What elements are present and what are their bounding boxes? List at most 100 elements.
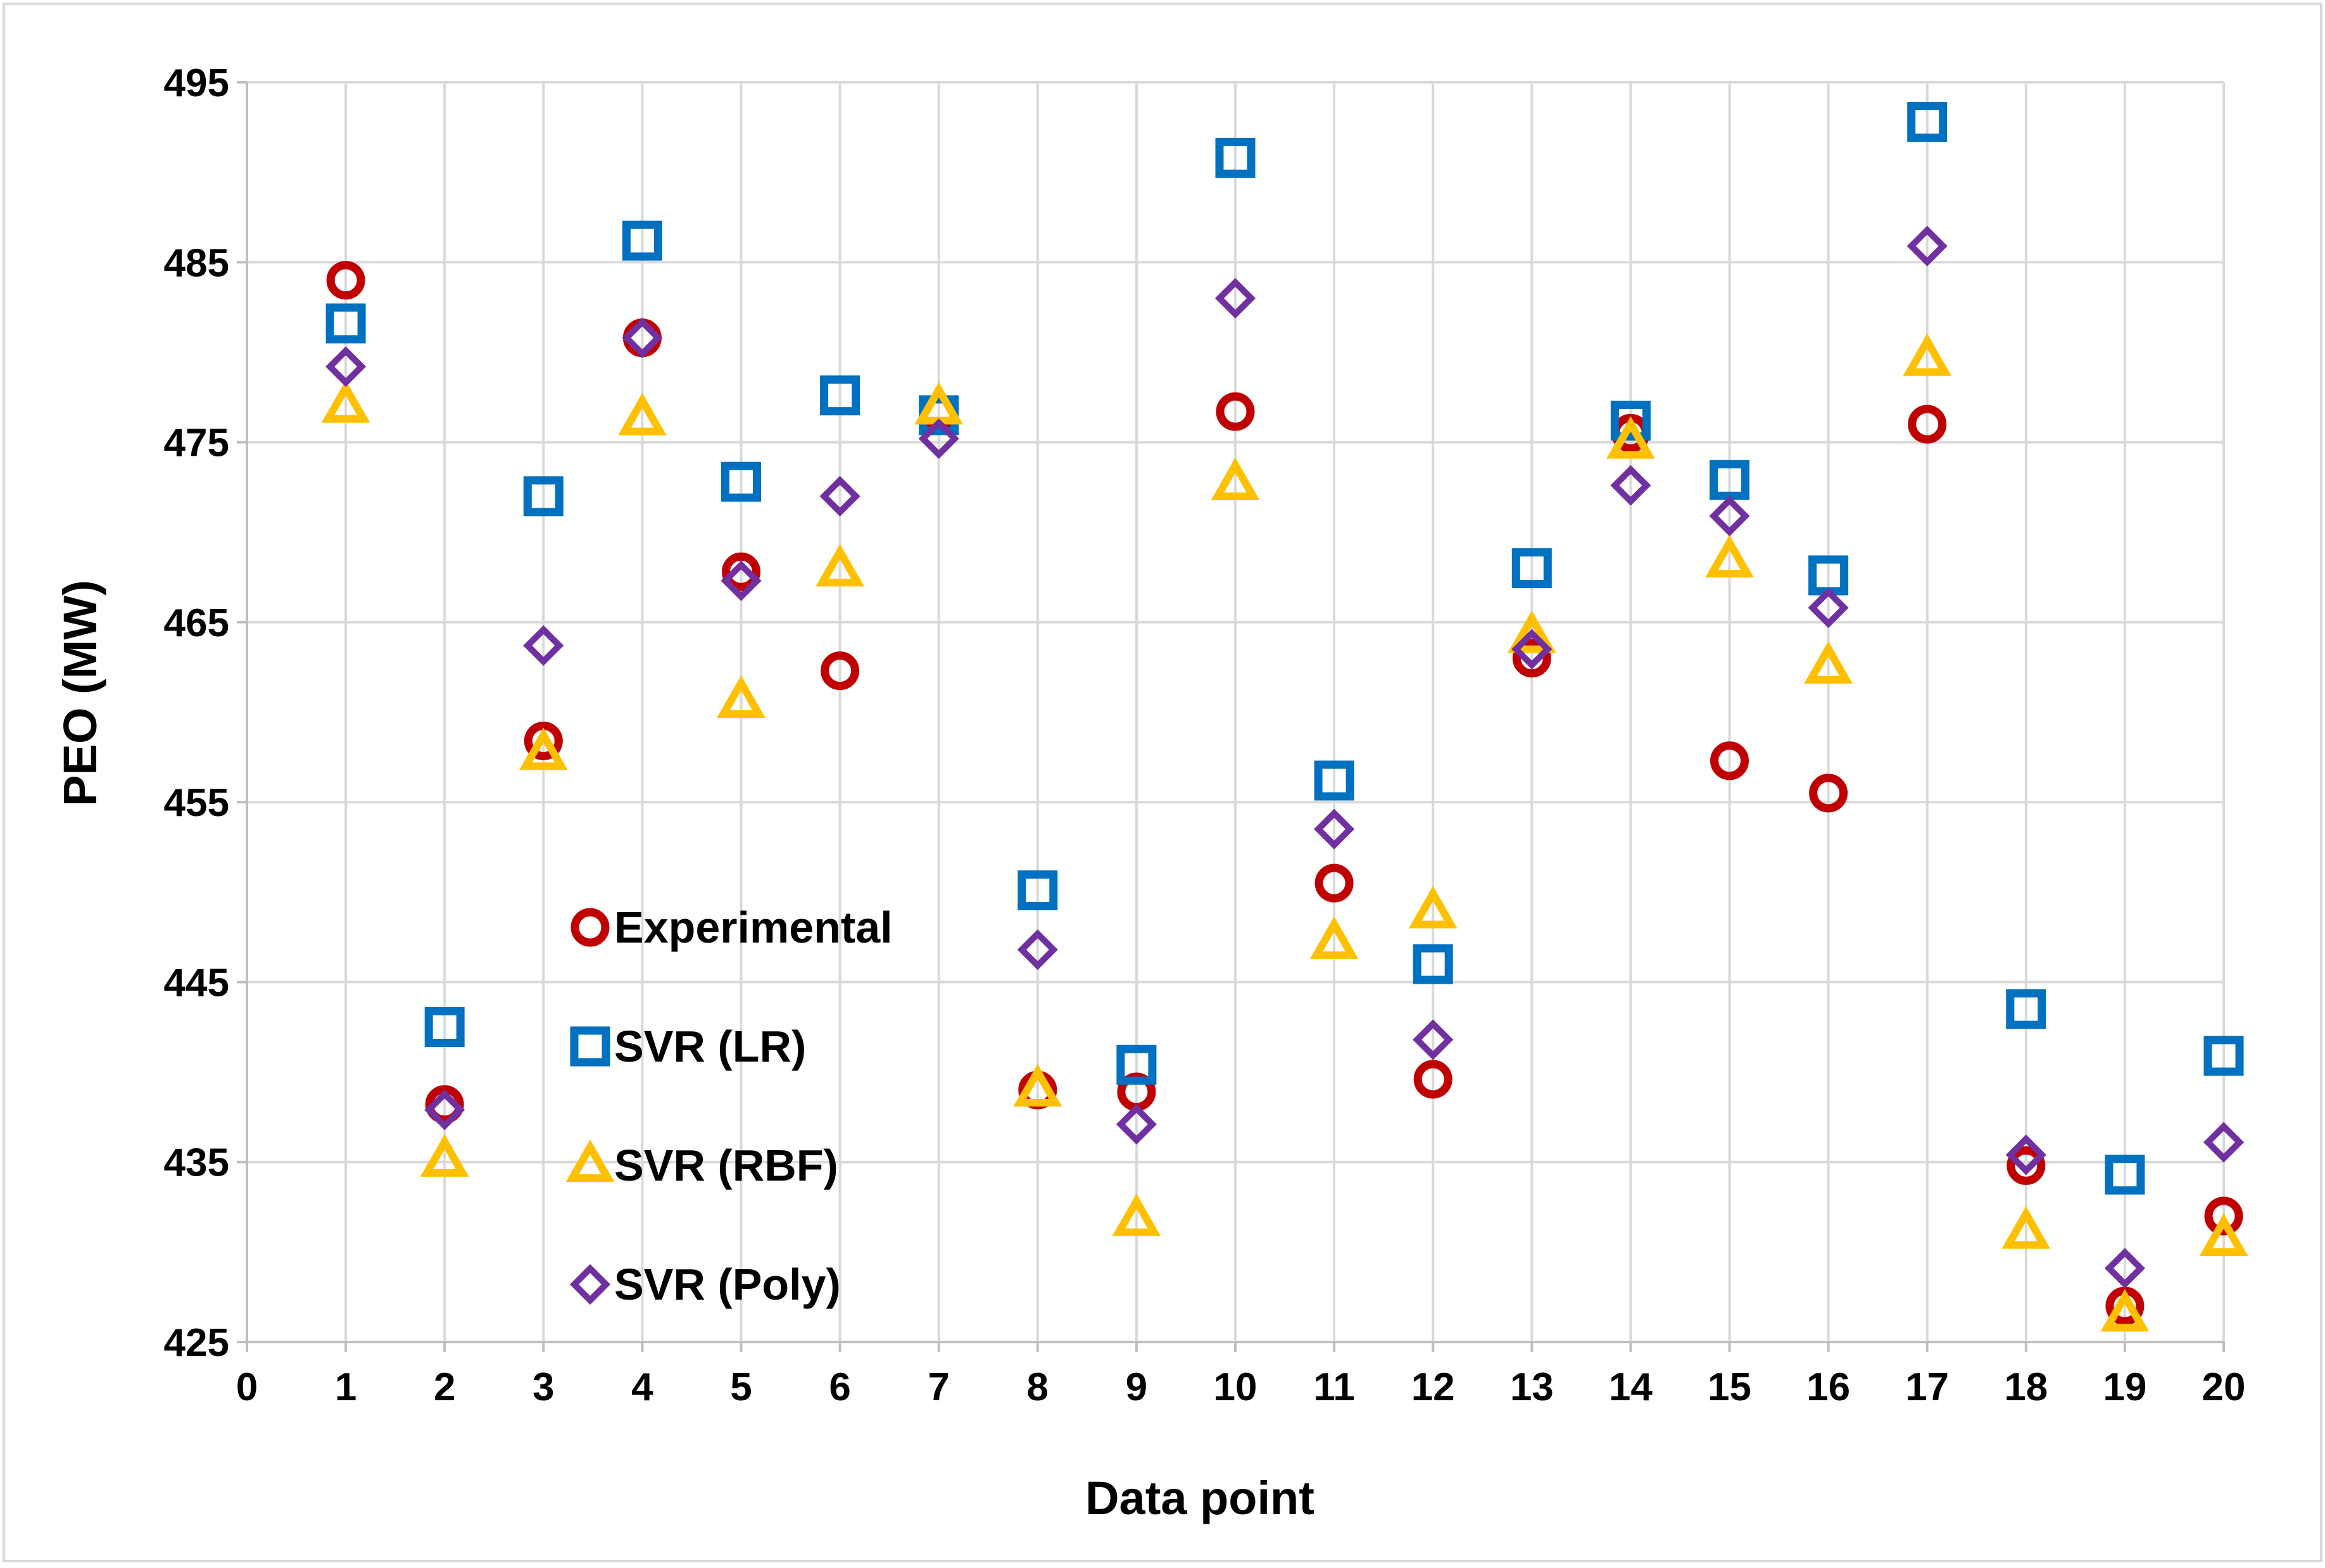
data-point-diamond — [1610, 465, 1651, 506]
data-point-circle — [1809, 774, 1848, 813]
data-point-diamond — [1116, 1103, 1157, 1145]
data-point-square — [721, 461, 761, 502]
x-tick-label: 1 — [335, 1365, 356, 1409]
data-point-triangle — [1606, 416, 1655, 459]
y-tick-label: 435 — [164, 1141, 229, 1185]
y-tick-label: 475 — [164, 422, 229, 465]
data-point-triangle — [519, 727, 568, 770]
x-tick-label: 11 — [1313, 1365, 1355, 1409]
legend: Experimental SVR (LR) SVR (RBF) SVR (Poly) — [565, 903, 893, 1309]
data-point-triangle — [618, 392, 667, 436]
y-tick-label: 445 — [164, 961, 229, 1005]
series-1 — [325, 102, 2244, 1195]
data-point-diamond — [2104, 1248, 2145, 1289]
y-tick-label: 465 — [164, 601, 229, 645]
data-point-square — [325, 303, 366, 344]
data-point-diamond — [523, 625, 564, 666]
data-point-diamond — [721, 560, 762, 601]
data-point-circle — [1710, 741, 1749, 781]
data-point-circle — [2204, 1196, 2243, 1236]
data-point-circle — [1314, 863, 1354, 903]
data-point-triangle — [1211, 457, 1260, 500]
x-tick-label: 8 — [1027, 1365, 1049, 1409]
x-tick-label: 2 — [434, 1365, 455, 1409]
y-tick-label: 485 — [164, 241, 229, 285]
x-tick-label: 16 — [1806, 1365, 1850, 1409]
data-point-square — [1018, 870, 1058, 910]
x-tick-label: 7 — [928, 1365, 949, 1409]
data-point-square — [523, 476, 564, 517]
chart-border — [3, 3, 2322, 1562]
data-point-triangle — [2100, 1289, 2150, 1332]
data-point-triangle — [1013, 1063, 1062, 1107]
data-point-circle — [326, 261, 365, 300]
legend-label: SVR (RBF) — [614, 1141, 838, 1190]
legend-item: SVR (RBF) — [565, 1139, 838, 1190]
tick-labels: 0 1 2 3 4 5 6 7 8 9 10 11 12 13 14 15 16 17 18 19 2042543544… — [164, 61, 2246, 1409]
legend-item: SVR (Poly) — [569, 1260, 841, 1309]
data-point-triangle — [2199, 1213, 2248, 1256]
data-point-diamond — [1314, 808, 1355, 850]
data-point-triangle — [420, 1134, 469, 1177]
y-tick-label: 455 — [164, 781, 229, 825]
series-3 — [325, 225, 2245, 1289]
data-point-square — [820, 375, 860, 416]
data-point-circle — [2007, 1146, 2046, 1185]
x-tick-label: 17 — [1905, 1365, 1949, 1409]
data-point-diamond — [1808, 587, 1849, 629]
data-point-circle — [1908, 405, 1947, 444]
data-point-triangle — [1804, 641, 1853, 684]
data-point-circle — [722, 552, 760, 591]
x-tick-label: 19 — [2103, 1365, 2146, 1409]
data-point-diamond — [1214, 278, 1256, 319]
x-tick-label: 15 — [1708, 1365, 1751, 1409]
y-tick-label: 425 — [164, 1321, 229, 1365]
data-point-square — [424, 1007, 465, 1047]
data-point-square — [1907, 102, 1948, 142]
data-point-square — [2203, 1036, 2244, 1076]
x-tick-label: 6 — [829, 1365, 850, 1409]
data-point-triangle — [1112, 1193, 1161, 1236]
legend-marker-triangle — [565, 1139, 615, 1182]
data-point-triangle — [2001, 1206, 2051, 1249]
data-point-diamond — [918, 418, 959, 459]
data-point-square — [2105, 1155, 2145, 1195]
data-point-circle — [821, 651, 860, 691]
data-point-diamond — [622, 317, 663, 358]
legend-item: Experimental — [570, 903, 893, 952]
x-tick-label: 9 — [1126, 1365, 1147, 1409]
legend-marker-diamond — [569, 1264, 611, 1305]
data-point-square — [1215, 137, 1256, 178]
x-tick-label: 0 — [236, 1365, 258, 1409]
y-tick-label: 495 — [164, 61, 229, 105]
legend-label: SVR (LR) — [614, 1022, 806, 1071]
data-point-circle — [524, 721, 563, 760]
data-point-square — [1610, 400, 1651, 441]
x-tick-label: 10 — [1214, 1365, 1257, 1409]
x-axis-title: Data point — [1085, 1472, 1314, 1524]
data-point-square — [1116, 1044, 1157, 1085]
legend-marker-square — [570, 1026, 610, 1067]
data-point-diamond — [1906, 225, 1948, 267]
x-tick-label: 3 — [532, 1365, 554, 1409]
data-point-triangle — [717, 675, 766, 718]
data-point-square — [622, 220, 662, 261]
data-point-diamond — [1709, 496, 1750, 537]
data-point-circle — [1413, 1060, 1452, 1099]
data-point-triangle — [1705, 535, 1754, 578]
gridlines — [247, 81, 2225, 1342]
data-point-diamond — [1511, 629, 1553, 670]
data-point-diamond — [424, 1089, 465, 1131]
data-point-square — [1314, 760, 1354, 801]
data-point-triangle — [816, 544, 864, 587]
data-point-circle — [425, 1085, 464, 1124]
data-point-triangle — [1903, 333, 1952, 376]
data-point-diamond — [2203, 1122, 2245, 1163]
data-point-diamond — [1017, 929, 1058, 970]
x-tick-label: 5 — [730, 1365, 752, 1409]
data-point-triangle — [1408, 886, 1458, 929]
data-point-square — [1511, 548, 1552, 589]
data-point-diamond — [325, 346, 367, 387]
legend-label: SVR (Poly) — [614, 1260, 841, 1309]
